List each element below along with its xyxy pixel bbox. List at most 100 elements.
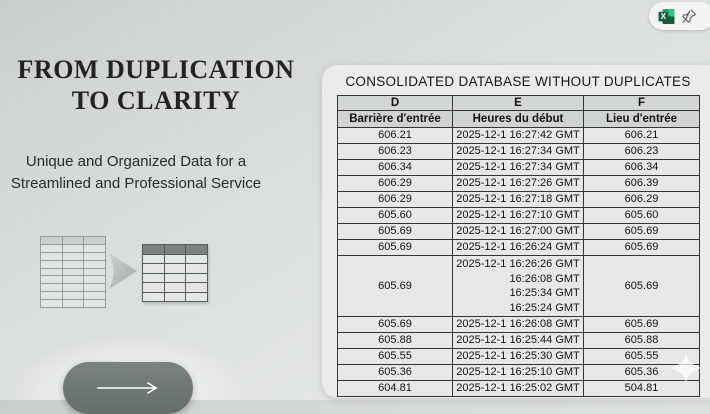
- mini-table-cell: [84, 244, 105, 252]
- mini-table-cell: [186, 283, 207, 292]
- table-cell: 605.88: [583, 332, 700, 349]
- mini-table-cell: [143, 264, 164, 273]
- before-table-graphic: [40, 236, 106, 308]
- arrow-right-icon: [97, 382, 158, 394]
- database-title: CONSOLIDATED DATABASE WITHOUT DUPLICATES: [345, 74, 691, 89]
- header-row: Barrière d'entrée Heures du début Lieu d…: [337, 110, 700, 128]
- mini-table-cell: [41, 284, 62, 292]
- header-heures: Heures du début: [452, 110, 584, 128]
- table-row: 606.29 2025-12-1 16:27:18 GMT 606.29: [337, 191, 700, 208]
- after-table-graphic: [142, 244, 208, 302]
- excel-icon[interactable]: X: [658, 8, 675, 25]
- table-cell: 2025-12-1 16:27:34 GMT: [452, 143, 584, 160]
- column-letter-e: E: [452, 95, 584, 111]
- table-cell: 606.23: [583, 143, 700, 160]
- table-row: 605.69 2025-12-1 16:27:00 GMT 605.69: [337, 223, 700, 240]
- mini-table-cell: [84, 252, 105, 260]
- table-cell: 606.29: [337, 175, 453, 192]
- table-cell: 2025-12-1 16:27:26 GMT: [452, 175, 584, 192]
- table-row: 606.23 2025-12-1 16:27:34 GMT 606.23: [337, 143, 700, 160]
- column-letter-d: D: [337, 95, 453, 111]
- table-cell: 606.39: [583, 175, 700, 192]
- mini-table-cell: [186, 245, 207, 254]
- table-row: 605.60 2025-12-1 16:27:10 GMT 605.60: [337, 207, 700, 224]
- mini-table-cell: [41, 237, 62, 244]
- table-cell: 2025-12-1 16:25:10 GMT: [452, 364, 584, 381]
- table-cell: 605.69: [583, 255, 700, 317]
- table-cell: 2025-12-1 16:27:10 GMT: [452, 207, 584, 224]
- header-lieu: Lieu d'entrée: [583, 110, 700, 128]
- header-barriere: Barrière d'entrée: [337, 110, 453, 128]
- table-row: 606.29 2025-12-1 16:27:26 GMT 606.39: [337, 175, 700, 192]
- table-cell: 2025-12-1 16:25:30 GMT: [452, 348, 584, 365]
- mini-table-cell: [186, 273, 207, 282]
- mini-table-cell: [186, 292, 207, 301]
- table-cell: 606.34: [583, 159, 700, 176]
- next-button[interactable]: [63, 362, 193, 414]
- table-cell: 605.36: [583, 364, 700, 381]
- mini-table-cell: [164, 283, 186, 292]
- mini-table-cell: [143, 273, 164, 282]
- mini-table-cell: [41, 260, 62, 268]
- table-cell: 605.36: [337, 364, 453, 381]
- table-cell: 2025-12-1 16:27:00 GMT: [452, 223, 584, 240]
- table-cell: 605.60: [337, 207, 453, 224]
- table-cell: 605.69: [583, 316, 700, 333]
- mini-table-cell: [41, 244, 62, 252]
- mini-table-cell: [84, 300, 105, 307]
- table-cell: 2025-12-1 16:27:34 GMT: [452, 159, 584, 176]
- mini-table-cell: [41, 292, 62, 300]
- table-cell: 605.69: [337, 223, 453, 240]
- table-row: 604.81 2025-12-1 16:25:02 GMT 504.81: [337, 380, 700, 397]
- table-cell: 606.29: [337, 191, 453, 208]
- column-letter-f: F: [583, 95, 700, 111]
- pin-icon[interactable]: [681, 8, 697, 24]
- table-cell: 2025-12-1 16:27:18 GMT: [452, 191, 584, 208]
- table-row: 605.69 2025-12-1 16:26:24 GMT 605.69: [337, 239, 700, 256]
- table-cell: 604.81: [337, 380, 453, 397]
- table-cell: 606.29: [583, 191, 700, 208]
- subtitle: Unique and Organized Data for a Streamli…: [10, 153, 262, 192]
- mini-table-cell: [84, 268, 105, 276]
- mini-table-cell: [84, 237, 105, 244]
- table-row: 606.34 2025-12-1 16:27:34 GMT 606.34: [337, 159, 700, 176]
- table-cell: 605.69: [583, 223, 700, 240]
- mini-table-cell: [62, 284, 84, 292]
- table-row: 606.21 2025-12-1 16:27:42 GMT 606.21: [337, 127, 700, 144]
- table-cell: 605.55: [583, 348, 700, 365]
- mini-table-cell: [62, 252, 84, 260]
- svg-text:X: X: [661, 12, 667, 21]
- mini-table-cell: [62, 244, 84, 252]
- table-cell: 2025-12-1 16:26:24 GMT: [452, 239, 584, 256]
- table-cell: 606.21: [583, 127, 700, 144]
- table-cell: 2025-12-1 16:27:42 GMT: [452, 127, 584, 144]
- mini-table-cell: [164, 264, 186, 273]
- table-cell: 2025-12-1 16:26:08 GMT: [452, 316, 584, 333]
- database-table: D E F Barrière d'entrée Heures du début …: [337, 95, 700, 397]
- mini-table-cell: [164, 245, 186, 254]
- mini-table-cell: [164, 254, 186, 263]
- mini-table-cell: [143, 292, 164, 301]
- mini-table-cell: [143, 245, 164, 254]
- table-cell: 504.81: [583, 380, 700, 397]
- mini-table-cell: [62, 276, 84, 284]
- table-cell: 2025-12-1 16:26:26 GMT 16:26:08 GMT 16:25:…: [452, 255, 584, 317]
- table-cell: 2025-12-1 16:25:44 GMT: [452, 332, 584, 349]
- table-cell: 606.21: [337, 127, 453, 144]
- mini-table-cell: [62, 237, 84, 244]
- table-cell: 605.69: [337, 316, 453, 333]
- table-cell: 605.60: [583, 207, 700, 224]
- table-row: 605.88 2025-12-1 16:25:44 GMT 605.88: [337, 332, 700, 349]
- table-cell: 605.88: [337, 332, 453, 349]
- mini-table-cell: [41, 300, 62, 307]
- table-cell: 605.69: [583, 239, 700, 256]
- mini-table-cell: [84, 284, 105, 292]
- mini-table-cell: [164, 273, 186, 282]
- mini-table-cell: [84, 292, 105, 300]
- page-title: FROM DUPLICATION TO CLARITY: [0, 55, 312, 116]
- mini-table-cell: [143, 283, 164, 292]
- page-title-line2: TO CLARITY: [71, 85, 241, 115]
- table-row: 605.55 2025-12-1 16:25:30 GMT 605.55: [337, 348, 700, 365]
- floating-toolbar: X: [649, 2, 710, 30]
